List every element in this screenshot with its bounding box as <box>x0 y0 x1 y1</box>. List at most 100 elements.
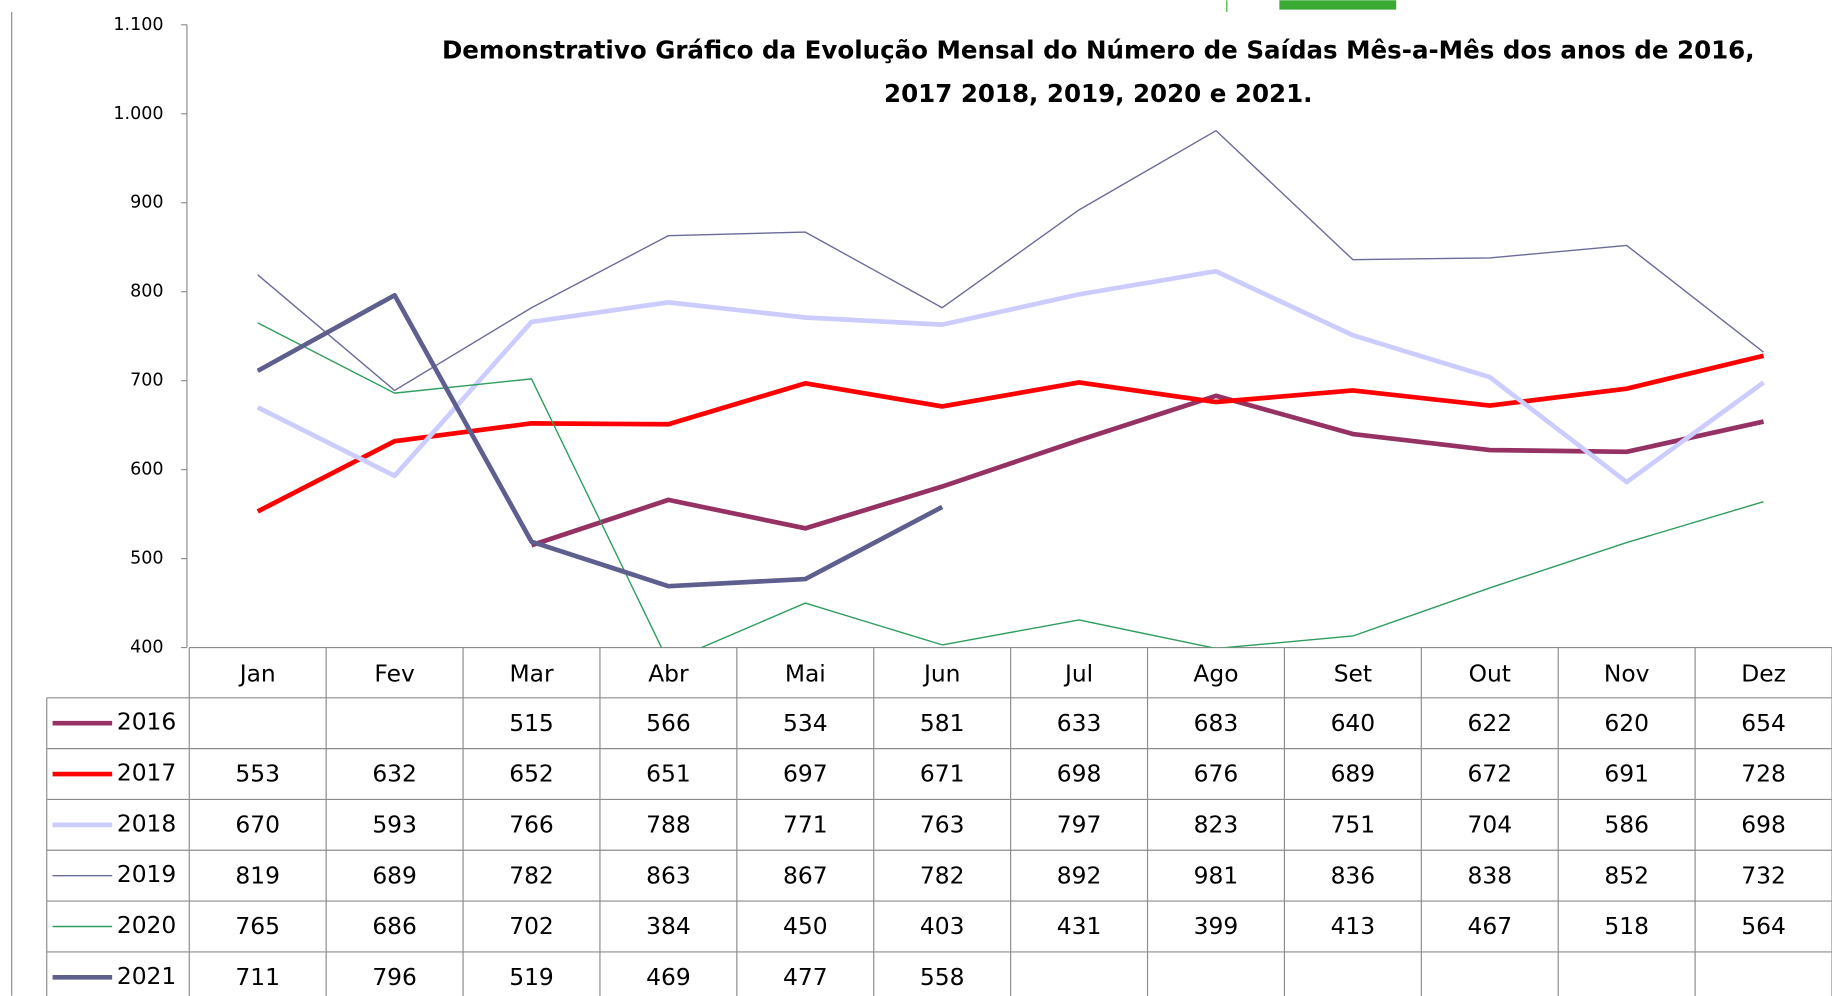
series-line <box>257 322 1764 648</box>
table-value: 431 <box>1057 912 1102 940</box>
table-value: 704 <box>1467 811 1512 839</box>
legend-label: 2020 <box>117 911 176 939</box>
table-value: 766 <box>509 811 554 839</box>
table-value: 683 <box>1194 709 1239 737</box>
y-tick-label: 400 <box>130 638 163 658</box>
table-value: 403 <box>920 912 965 940</box>
legend-label: 2021 <box>117 962 176 990</box>
table-value: 566 <box>646 709 691 737</box>
table-value: 698 <box>1741 811 1786 839</box>
series-line <box>256 268 1765 485</box>
table-value: 823 <box>1194 811 1239 839</box>
legend-label: 2019 <box>117 860 176 888</box>
table-value: 593 <box>372 811 417 839</box>
table-value: 728 <box>1741 760 1786 788</box>
y-tick-label: 500 <box>130 549 163 569</box>
table-value: 558 <box>920 963 965 991</box>
x-tick-label: Jul <box>1063 660 1093 688</box>
table-value: 838 <box>1467 861 1512 889</box>
y-tick-label: 1.000 <box>113 104 163 124</box>
y-tick-label: 700 <box>130 371 163 391</box>
table-value: 797 <box>1057 811 1102 839</box>
table-value: 796 <box>372 963 417 991</box>
table-value: 691 <box>1604 760 1649 788</box>
table-value: 586 <box>1604 811 1649 839</box>
table-value: 697 <box>783 760 828 788</box>
legend-label: 2018 <box>117 809 176 837</box>
table-value: 819 <box>235 861 280 889</box>
x-tick-label: Out <box>1469 660 1511 688</box>
table-value: 467 <box>1467 912 1512 940</box>
x-tick-label: Mar <box>509 660 553 688</box>
plot-area <box>256 129 1765 648</box>
table-value: 469 <box>646 963 691 991</box>
logo-fragment <box>1279 0 1397 10</box>
x-tick-label: Dez <box>1741 660 1786 688</box>
table-value: 686 <box>372 912 417 940</box>
table-value: 702 <box>509 912 554 940</box>
table-value: 892 <box>1057 861 1102 889</box>
table-value: 981 <box>1194 861 1239 889</box>
x-tick-label: Mai <box>785 660 826 688</box>
table-value: 863 <box>646 861 691 889</box>
table-value: 553 <box>235 760 280 788</box>
x-tick-label: Abr <box>648 660 689 688</box>
table-value: 399 <box>1194 912 1239 940</box>
table-value: 782 <box>509 861 554 889</box>
table-value: 477 <box>783 963 828 991</box>
table-value: 771 <box>783 811 828 839</box>
table-value: 620 <box>1604 709 1649 737</box>
x-tick-label: Jan <box>238 660 276 688</box>
table-value: 867 <box>783 861 828 889</box>
series-line <box>257 129 1764 392</box>
series-line <box>530 393 1765 548</box>
x-tick-label: Set <box>1334 660 1372 688</box>
table-value: 534 <box>783 709 828 737</box>
legend-label: 2016 <box>117 708 176 736</box>
table-value: 671 <box>920 760 965 788</box>
table-value: 515 <box>509 709 554 737</box>
chart-title: Demonstrativo Gráfico da Evolução Mensal… <box>442 36 1755 65</box>
x-tick-label: Nov <box>1604 660 1650 688</box>
table-value: 651 <box>646 760 691 788</box>
table-value: 640 <box>1331 709 1376 737</box>
table-value: 633 <box>1057 709 1102 737</box>
table-value: 751 <box>1331 811 1376 839</box>
table-value: 689 <box>1331 760 1376 788</box>
table-value: 763 <box>920 811 965 839</box>
table-value: 689 <box>372 861 417 889</box>
table-value: 413 <box>1331 912 1376 940</box>
y-tick-label: 1.100 <box>113 15 163 35</box>
table-value: 581 <box>920 709 965 737</box>
table-value: 852 <box>1604 861 1649 889</box>
table-value: 836 <box>1331 861 1376 889</box>
series-line <box>256 353 1765 514</box>
table-value: 732 <box>1741 861 1786 889</box>
table-value: 782 <box>920 861 965 889</box>
table-value: 672 <box>1467 760 1512 788</box>
y-tick-label: 900 <box>130 193 163 213</box>
table-value: 676 <box>1194 760 1239 788</box>
x-tick-label: Ago <box>1193 660 1238 688</box>
table-value: 632 <box>372 760 417 788</box>
table-value: 622 <box>1467 709 1512 737</box>
legend-label: 2017 <box>117 759 176 787</box>
table-value: 654 <box>1741 709 1786 737</box>
table-value: 384 <box>646 912 691 940</box>
table-value: 519 <box>509 963 554 991</box>
y-tick-label: 600 <box>130 460 163 480</box>
table-value: 652 <box>509 760 554 788</box>
x-tick-label: Fev <box>374 660 415 688</box>
table-value: 564 <box>1741 912 1786 940</box>
table-value: 698 <box>1057 760 1102 788</box>
chart-title: 2017 2018, 2019, 2020 e 2021. <box>884 79 1312 108</box>
series-line <box>256 292 944 589</box>
table-value: 450 <box>783 912 828 940</box>
table-value: 788 <box>646 811 691 839</box>
table-value: 518 <box>1604 912 1649 940</box>
table-value: 670 <box>235 811 280 839</box>
y-tick-label: 800 <box>130 282 163 302</box>
table-value: 765 <box>235 912 280 940</box>
